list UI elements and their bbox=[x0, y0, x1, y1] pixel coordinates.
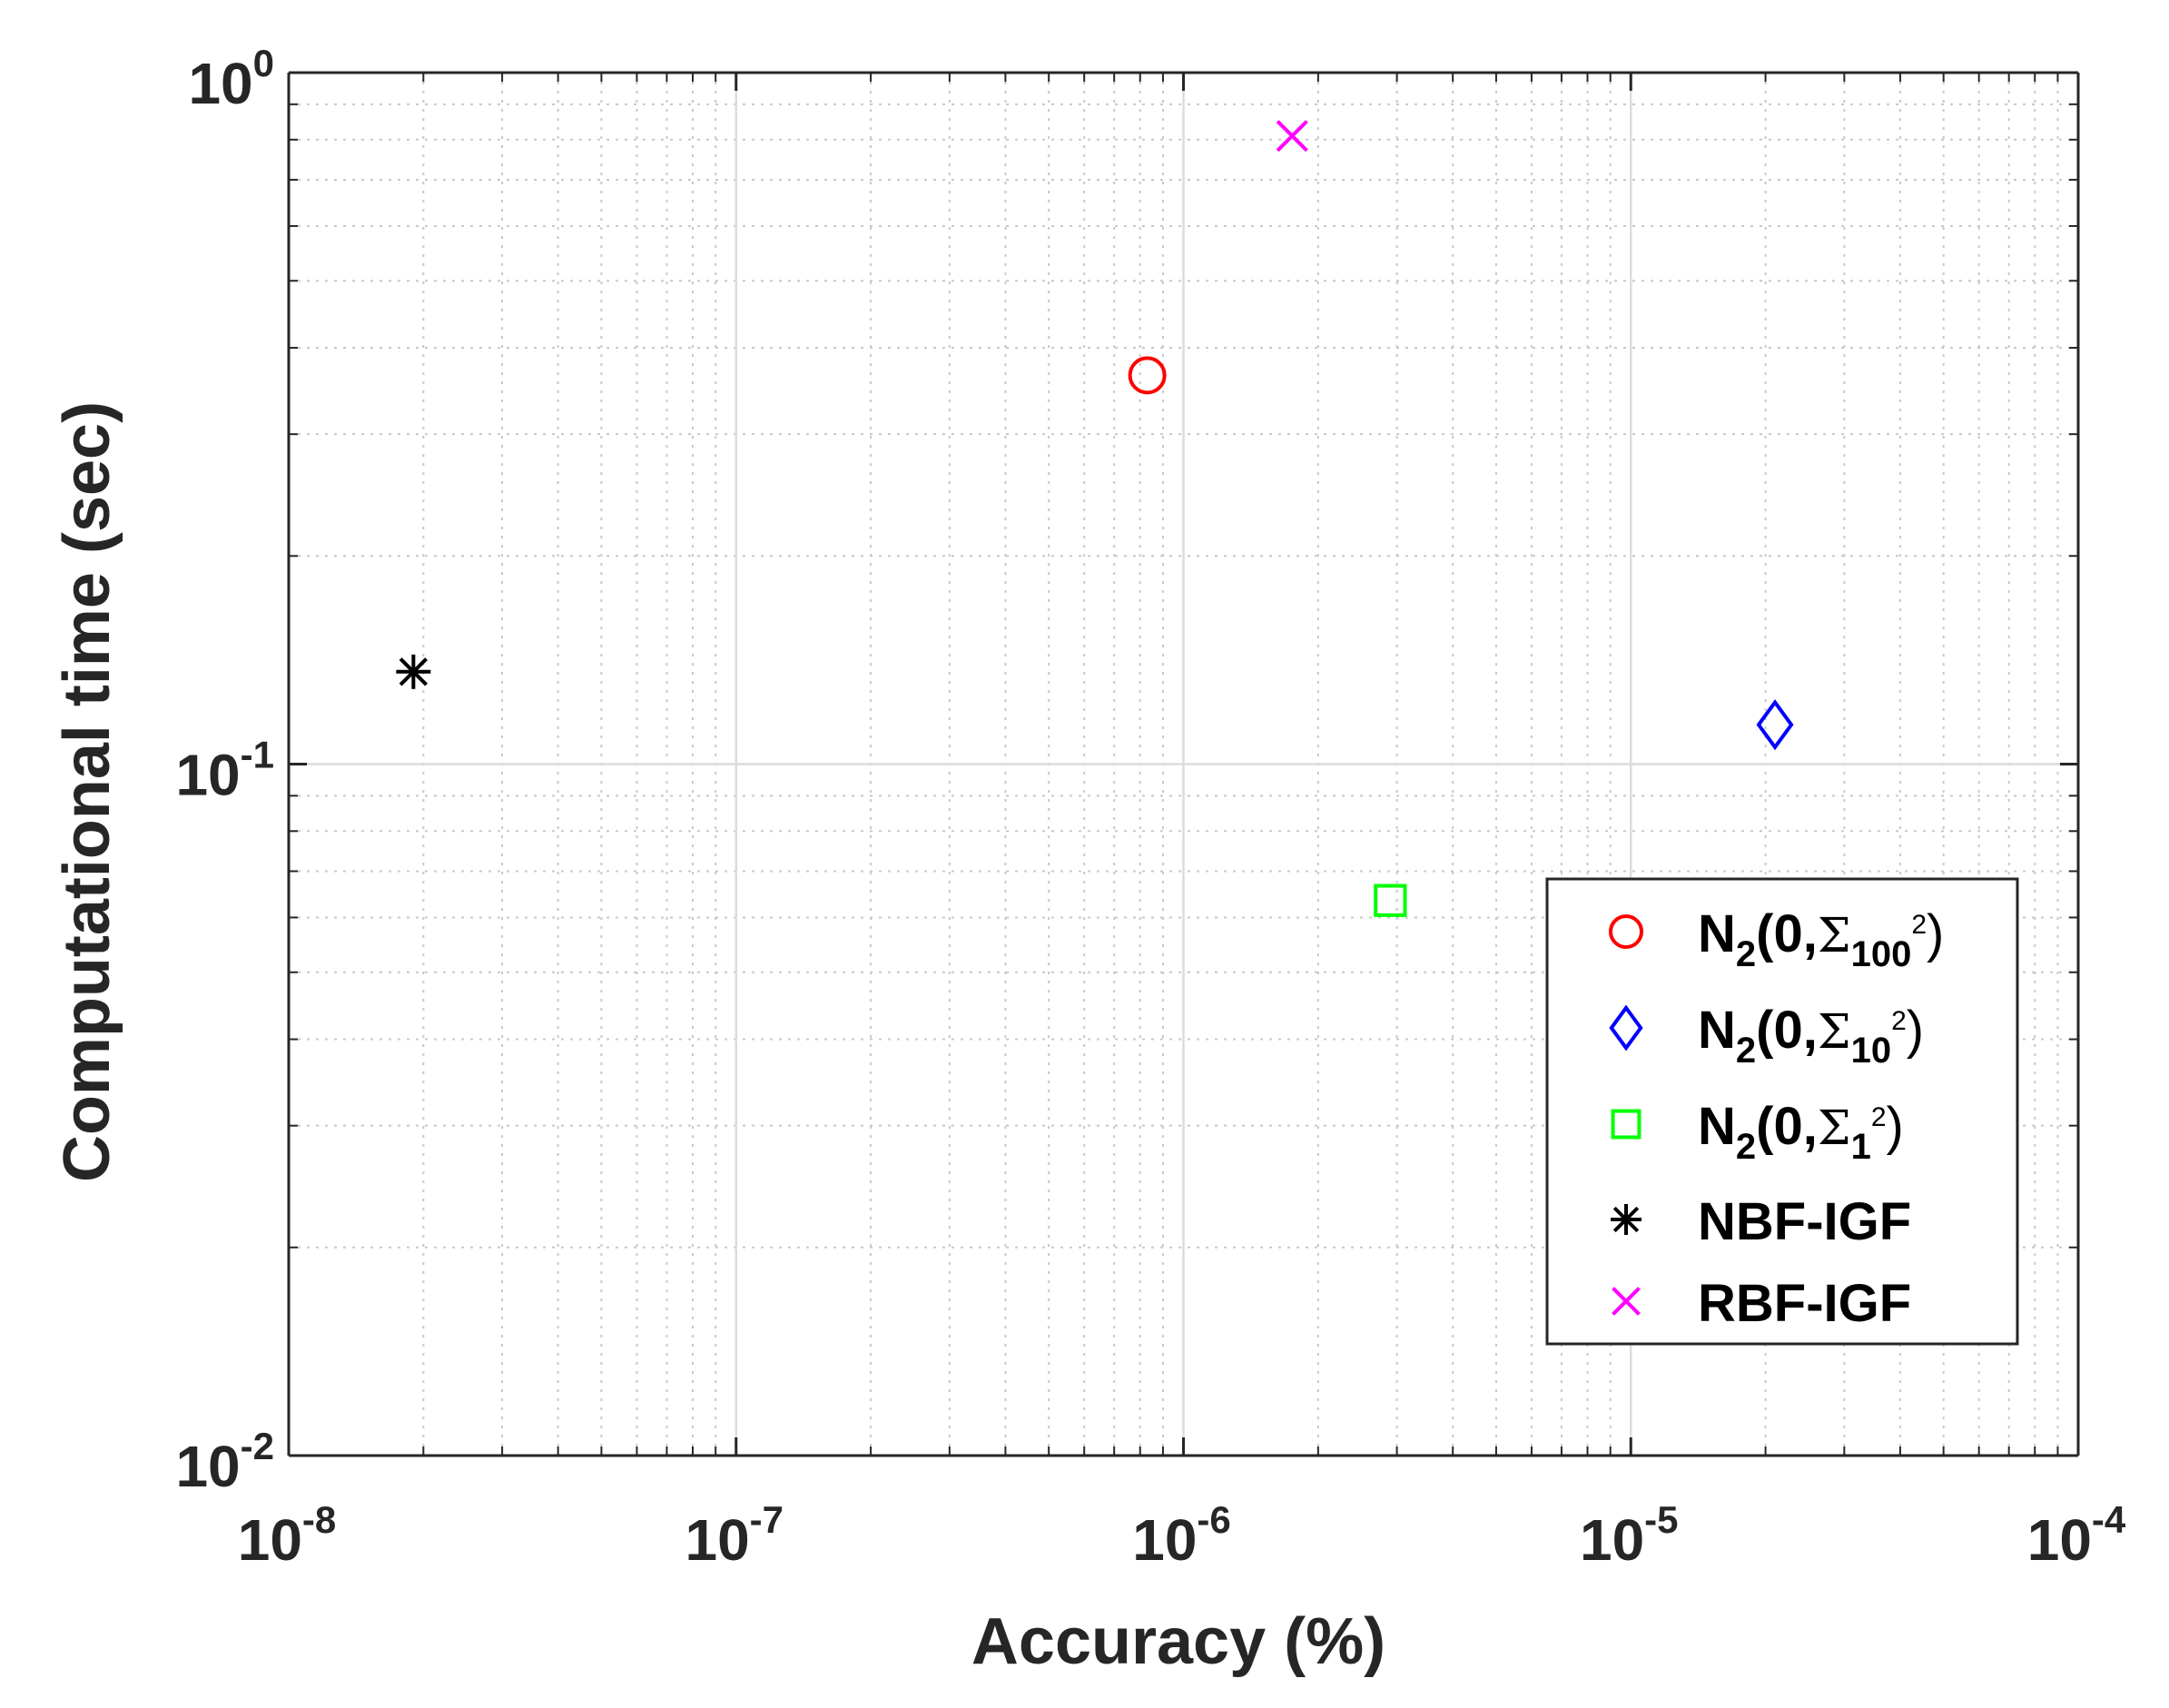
legend-marker-diamond bbox=[1609, 1004, 1643, 1051]
data-point-diamond bbox=[1756, 699, 1794, 751]
x-axis-label: Accuracy (%) bbox=[971, 1605, 1385, 1678]
legend-marker-asterisk bbox=[1611, 1204, 1642, 1235]
data-point-square bbox=[1374, 884, 1407, 917]
legend-marker-circle-shape bbox=[1609, 914, 1643, 949]
data-point-x bbox=[1276, 120, 1308, 153]
legend-item: RBF-IGF bbox=[1612, 1274, 1911, 1333]
x-tick-label: 10-5 bbox=[1580, 1498, 1679, 1573]
legend-marker-square-shape bbox=[1611, 1109, 1642, 1140]
x-tick-label: 10-6 bbox=[1132, 1498, 1231, 1573]
legend-label: NBF-IGF bbox=[1698, 1192, 1911, 1251]
legend-item: N2(0,Σ12) bbox=[1611, 1097, 1904, 1167]
legend-marker-circle bbox=[1609, 914, 1643, 949]
legend-item: N2(0,Σ102) bbox=[1609, 1001, 1924, 1071]
y-tick-label: 10-2 bbox=[175, 1425, 274, 1499]
legend-label: N2(0,Σ102) bbox=[1698, 1001, 1924, 1071]
data-point-circle-shape bbox=[1128, 356, 1167, 395]
legend-item: NBF-IGF bbox=[1611, 1192, 1911, 1251]
data-point-asterisk-stroke bbox=[399, 657, 429, 686]
legend-marker-diamond-shape bbox=[1609, 1004, 1643, 1051]
legend-marker-square bbox=[1611, 1109, 1642, 1140]
legend-label: RBF-IGF bbox=[1698, 1274, 1911, 1333]
y-tick-label: 100 bbox=[188, 42, 274, 116]
legend-label: N2(0,Σ12) bbox=[1698, 1097, 1904, 1167]
legend-item: N2(0,Σ1002) bbox=[1609, 904, 1944, 974]
plot-area: 10-8 10-7 10-6 10-5 10-4 10-2 10-1 100 N2(0,Σ100… bbox=[175, 42, 2125, 1573]
x-tick-label: 10-4 bbox=[2027, 1498, 2126, 1573]
legend: N2(0,Σ1002) N2(0,Σ102) N2(0,Σ12) NBF-IGF RBF… bbox=[1545, 877, 2019, 1346]
data-point-diamond-shape bbox=[1756, 699, 1794, 751]
x-tick-label: 10-7 bbox=[685, 1498, 784, 1573]
data-point-square-shape bbox=[1374, 884, 1407, 917]
data-point-asterisk bbox=[396, 654, 431, 689]
y-tick-label: 10-1 bbox=[175, 734, 274, 808]
data-point-circle bbox=[1128, 356, 1167, 395]
legend-label: N2(0,Σ1002) bbox=[1698, 904, 1944, 974]
data-point-x-stroke bbox=[1276, 120, 1308, 153]
x-tick-label: 10-8 bbox=[238, 1498, 337, 1573]
legend-marker-x-stroke bbox=[1612, 1287, 1641, 1316]
y-axis-label: Computational time (sec) bbox=[51, 401, 123, 1182]
legend-marker-asterisk-stroke bbox=[1612, 1206, 1640, 1233]
legend-marker-x bbox=[1612, 1287, 1641, 1316]
